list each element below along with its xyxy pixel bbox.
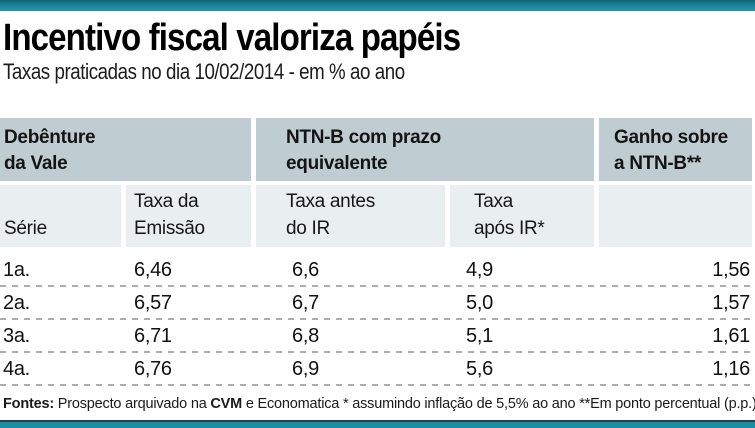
bottom-accent-bar (0, 420, 755, 428)
cell-serie: 2a. (3, 292, 30, 314)
cell-taxa-emissao: 6,57 (134, 292, 172, 314)
subheader-serie: Série (0, 185, 121, 247)
cell-taxa-emissao: 6,76 (134, 358, 172, 380)
cell-ganho: 1,61 (712, 325, 750, 347)
cell-serie: 4a. (3, 358, 30, 380)
subheader-ganho-spacer (599, 185, 752, 247)
cell-taxa-antes-ir: 6,6 (292, 259, 319, 281)
group-header-ganho-sobre-ntnb: Ganho sobre a NTN-B** (599, 118, 752, 181)
cell-taxa-antes-ir: 6,7 (292, 292, 319, 314)
table-row-4: 4a. 6,76 6,9 5,6 1,16 (0, 353, 752, 386)
table-row-3: 3a. 6,71 6,8 5,1 1,61 (0, 320, 752, 353)
cell-taxa-apos-ir: 5,1 (466, 325, 493, 347)
table-row-1: 1a. 6,46 6,6 4,9 1,56 (0, 254, 752, 287)
source-bold-cvm: CVM (210, 396, 243, 412)
rates-table: Debênture da Vale NTN-B com prazo equiva… (0, 118, 752, 386)
cell-taxa-apos-ir: 4,9 (466, 259, 493, 281)
cell-serie: 1a. (3, 259, 30, 281)
cell-taxa-apos-ir: 5,6 (466, 358, 493, 380)
source-label: Fontes: (3, 396, 54, 412)
cell-ganho: 1,57 (712, 292, 750, 314)
subheader-taxa-antes-do-ir: Taxa antes do IR (256, 185, 445, 247)
cell-ganho: 1,16 (712, 358, 750, 380)
subheader-taxa-da-emissao: Taxa da Emissão (126, 185, 251, 247)
source-text-2: e Economatica * assumindo inflação de 5,… (242, 396, 755, 412)
page-subtitle: Taxas praticadas no dia 10/02/2014 - em … (3, 59, 405, 84)
cell-ganho: 1,56 (712, 259, 750, 281)
group-header-row: Debênture da Vale NTN-B com prazo equiva… (0, 118, 752, 181)
source-note: Fontes: Prospecto arquivado na CVM e Eco… (3, 396, 755, 412)
group-header-debenture-da-vale: Debênture da Vale (0, 118, 251, 181)
cell-taxa-emissao: 6,46 (134, 259, 172, 281)
cell-taxa-antes-ir: 6,8 (292, 325, 319, 347)
cell-taxa-apos-ir: 5,0 (466, 292, 493, 314)
sub-header-row: Série Taxa da Emissão Taxa antes do IR T… (0, 185, 752, 247)
cell-serie: 3a. (3, 325, 30, 347)
source-text-1: Prospecto arquivado na (53, 396, 211, 412)
top-accent-bar (0, 0, 755, 11)
subheader-taxa-apos-ir: Taxa após IR* (450, 185, 594, 247)
group-header-ntnb-prazo-equivalente: NTN-B com prazo equivalente (256, 118, 594, 181)
table-row-2: 2a. 6,57 6,7 5,0 1,57 (0, 287, 752, 320)
page-title: Incentivo fiscal valoriza papéis (3, 17, 461, 59)
cell-taxa-emissao: 6,71 (134, 325, 172, 347)
cell-taxa-antes-ir: 6,9 (292, 358, 319, 380)
table-body: 1a. 6,46 6,6 4,9 1,56 2a. 6,57 6,7 5,0 1… (0, 254, 752, 386)
